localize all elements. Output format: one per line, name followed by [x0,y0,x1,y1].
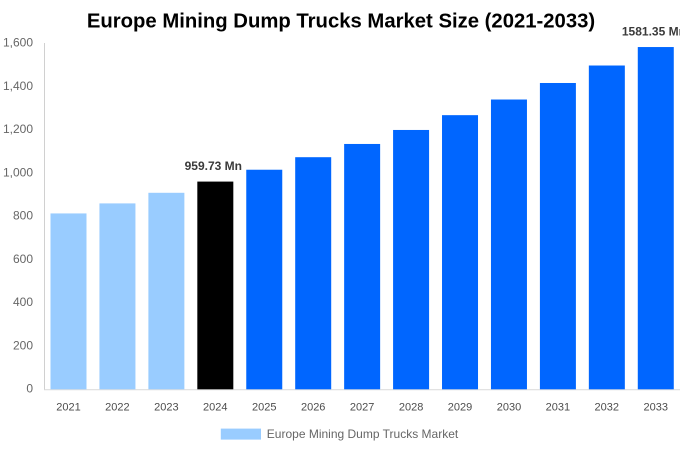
svg-text:400: 400 [13,295,33,309]
svg-text:2022: 2022 [105,402,129,414]
svg-text:1,600: 1,600 [3,36,33,50]
svg-text:2025: 2025 [252,402,276,414]
svg-text:1,000: 1,000 [3,165,33,179]
svg-text:800: 800 [13,209,33,223]
svg-text:2027: 2027 [350,402,374,414]
svg-text:2024: 2024 [203,402,227,414]
svg-text:2023: 2023 [154,402,178,414]
svg-text:959.73 Mn: 959.73 Mn [185,159,242,173]
svg-text:2032: 2032 [595,402,619,414]
svg-text:1581.35 Mn: 1581.35 Mn [622,25,680,39]
svg-text:2029: 2029 [448,402,472,414]
svg-text:1,400: 1,400 [3,79,33,93]
svg-text:0: 0 [26,382,33,396]
svg-text:1,200: 1,200 [3,122,33,136]
svg-text:2021: 2021 [56,402,80,414]
svg-text:600: 600 [13,252,33,266]
svg-text:2026: 2026 [301,402,325,414]
svg-text:200: 200 [13,338,33,352]
svg-text:2033: 2033 [644,402,668,414]
svg-text:2028: 2028 [399,402,423,414]
svg-text:2030: 2030 [497,402,521,414]
svg-text:2031: 2031 [546,402,570,414]
svg-text:Europe Mining Dump Trucks Mark: Europe Mining Dump Trucks Market [267,427,459,441]
svg-text:Europe Mining Dump Trucks Mark: Europe Mining Dump Trucks Market Size (2… [87,10,595,32]
